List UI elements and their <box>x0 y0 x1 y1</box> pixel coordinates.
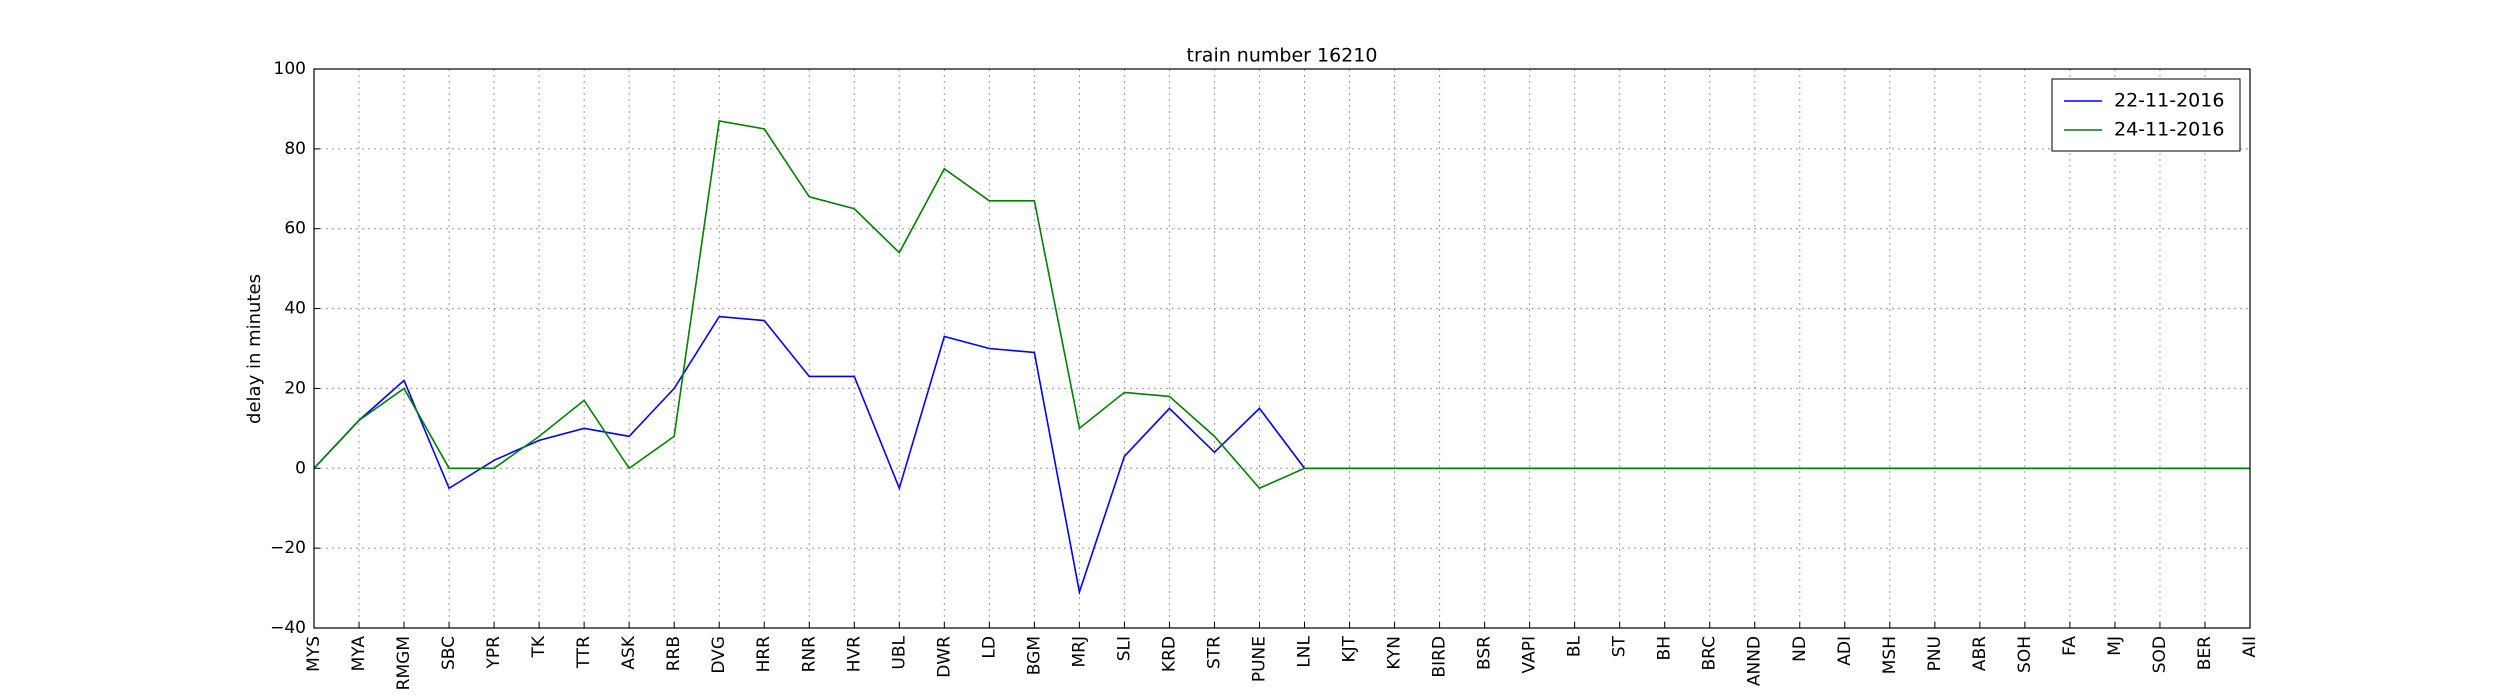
x-tick-label: SLI <box>1114 636 1134 661</box>
y-tick-label: 80 <box>284 139 306 159</box>
x-tick-label: MYS <box>304 636 324 672</box>
x-tick-label: SOH <box>2015 636 2035 673</box>
x-tick-label: MJ <box>2105 636 2125 656</box>
x-tick-label: MYA <box>349 636 369 672</box>
chart-title: train number 16210 <box>1187 45 1378 67</box>
legend-label: 22-11-2016 <box>2114 90 2224 112</box>
x-tick-label: BH <box>1655 636 1675 660</box>
x-tick-label: ADI <box>1835 636 1855 666</box>
x-tick-label: ANND <box>1745 636 1765 686</box>
x-tick-label: PNU <box>1925 636 1945 671</box>
x-tick-label: KJT <box>1340 635 1360 662</box>
x-tick-label: SOD <box>2150 636 2170 673</box>
y-tick-label: 0 <box>295 458 306 478</box>
x-tick-label: SBC <box>439 636 459 670</box>
x-tick-label: UBL <box>889 635 909 669</box>
y-tick-label: −20 <box>270 538 306 558</box>
legend: 22-11-2016 24-11-2016 <box>2051 78 2241 152</box>
x-tick-label: MSH <box>1880 636 1900 674</box>
x-tick-label: LD <box>979 636 999 659</box>
x-tick-label: YPR <box>484 636 504 670</box>
x-tick-label: BL <box>1565 635 1585 657</box>
y-axis-label: delay in minutes <box>244 274 265 424</box>
x-tick-label: STR <box>1204 636 1224 669</box>
x-tick-label: RMGM <box>394 636 414 690</box>
x-tick-label: FA <box>2060 636 2080 656</box>
legend-label: 24-11-2016 <box>2114 119 2224 141</box>
x-tick-label: VAPI <box>1520 636 1540 673</box>
y-tick-label: 100 <box>274 59 306 79</box>
x-tick-label: KRD <box>1159 636 1179 672</box>
x-tick-label: HRR <box>754 636 774 673</box>
data-line <box>313 119 2250 490</box>
x-tick-label: DWR <box>934 636 954 678</box>
x-tick-label: BRC <box>1700 636 1720 671</box>
x-tick-label: DVG <box>709 636 729 674</box>
x-tick-label: PUNE <box>1249 636 1269 682</box>
x-tick-label: AII <box>2240 636 2260 658</box>
y-tick-label: 20 <box>284 378 306 398</box>
x-tick-label: KYN <box>1385 636 1405 670</box>
x-tick-label: RRB <box>664 636 684 671</box>
y-tick-label: 40 <box>284 299 306 319</box>
x-tick-label: RNR <box>799 636 819 673</box>
y-tick-label: 60 <box>284 219 306 239</box>
y-tick-label: −40 <box>270 618 306 638</box>
x-tick-label: TTR <box>574 636 594 669</box>
x-tick-label: TK <box>529 635 549 658</box>
x-tick-label: LNL <box>1295 635 1315 667</box>
x-tick-label: BGM <box>1024 636 1044 675</box>
legend-box <box>2051 78 2241 152</box>
x-tick-label: ASK <box>619 635 639 669</box>
x-tick-label: ND <box>1790 636 1810 662</box>
x-tick-label: ABR <box>1970 636 1990 671</box>
x-tick-label: MRJ <box>1069 636 1089 668</box>
x-tick-label: BER <box>2195 636 2215 670</box>
plot-frame <box>313 68 2251 629</box>
x-tick-label: BSR <box>1475 636 1495 670</box>
x-tick-label: HVR <box>844 636 864 672</box>
data-line <box>313 315 2250 596</box>
x-tick-label: BIRD <box>1430 636 1450 678</box>
x-tick-label: ST <box>1610 635 1630 657</box>
